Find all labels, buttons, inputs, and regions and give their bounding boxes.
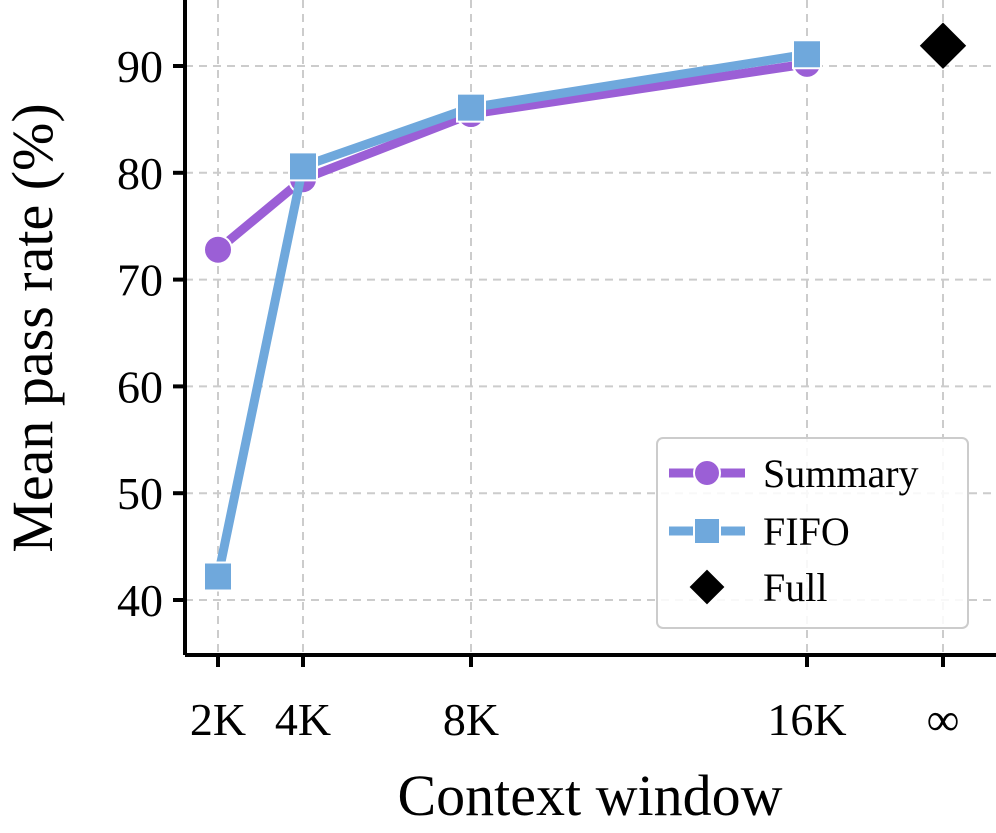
y-axis-title: Mean pass rate (%) xyxy=(0,103,65,552)
legend-full-label: Full xyxy=(763,565,827,610)
x-tick-label: 8K xyxy=(443,694,499,745)
fifo-point xyxy=(288,151,318,182)
legend-fifo-label: FIFO xyxy=(763,509,850,554)
y-tick-label: 80 xyxy=(117,148,163,199)
x-tick-label: ∞ xyxy=(927,694,960,745)
y-axis-ticks: 40 50 60 70 80 90 xyxy=(117,41,185,626)
legend-full-marker xyxy=(689,569,725,605)
summary-line xyxy=(215,59,808,254)
axes xyxy=(183,0,996,657)
y-tick-label: 40 xyxy=(117,575,163,626)
y-tick-label: 70 xyxy=(117,255,163,306)
summary-point xyxy=(203,234,233,265)
fifo-line xyxy=(213,49,808,578)
legend: Summary FIFO Full xyxy=(656,437,969,629)
fifo-point xyxy=(792,39,822,70)
legend-fifo-marker xyxy=(693,517,721,545)
x-tick-label: 16K xyxy=(767,694,846,745)
y-tick-label: 50 xyxy=(117,468,163,519)
legend-box xyxy=(656,437,969,629)
y-tick-label: 60 xyxy=(117,361,163,412)
data-series xyxy=(203,22,967,592)
fifo-point xyxy=(203,561,233,592)
fifo-point xyxy=(456,92,486,123)
x-axis-title: Context window xyxy=(397,763,782,828)
legend-summary-marker xyxy=(693,459,721,487)
full-point xyxy=(919,22,967,69)
x-axis-ticks: 2K 4K 8K 16K ∞ xyxy=(190,655,960,745)
legend-summary-label: Summary xyxy=(763,451,919,496)
y-tick-label: 90 xyxy=(117,41,163,92)
x-tick-label: 4K xyxy=(275,694,331,745)
x-tick-label: 2K xyxy=(190,694,246,745)
